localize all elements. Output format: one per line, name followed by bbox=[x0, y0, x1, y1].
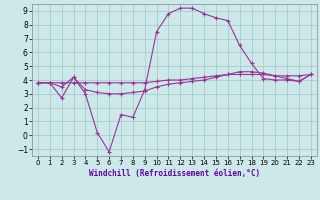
X-axis label: Windchill (Refroidissement éolien,°C): Windchill (Refroidissement éolien,°C) bbox=[89, 169, 260, 178]
